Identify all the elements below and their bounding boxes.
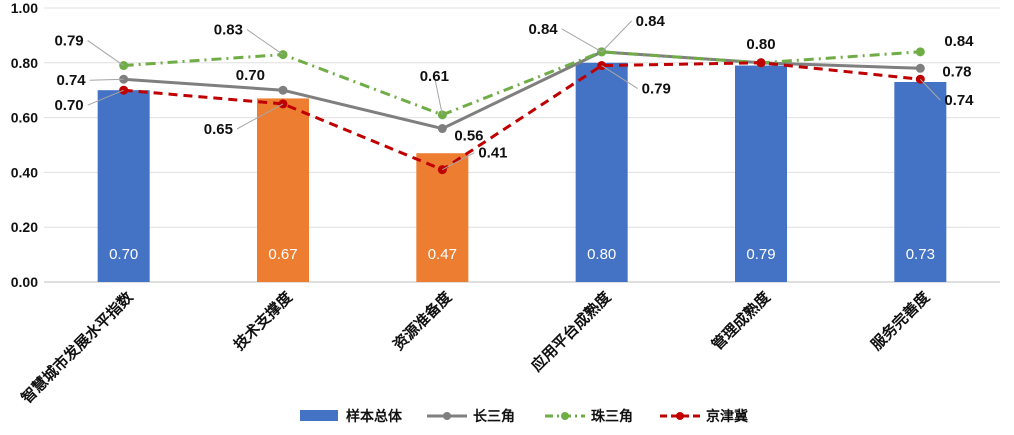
leader-line xyxy=(561,28,602,53)
series-point xyxy=(756,58,766,68)
y-tick-label: 0.60 xyxy=(11,110,38,126)
category-label: 资源准备度 xyxy=(389,287,455,353)
series-point xyxy=(915,47,925,57)
y-tick-label: 1.00 xyxy=(11,0,38,16)
bar xyxy=(575,62,628,282)
line-value-label: 0.74 xyxy=(56,72,86,89)
legend-marker xyxy=(561,412,569,420)
line-value-label: 0.79 xyxy=(642,81,671,98)
bar xyxy=(416,153,469,282)
category-label: 智慧城市发展水平指数 xyxy=(18,287,138,407)
line-value-label: 0.56 xyxy=(454,128,483,145)
bar-value-label: 0.80 xyxy=(587,246,616,263)
bar-value-label: 0.70 xyxy=(109,246,138,263)
category-label: 技术支撑度 xyxy=(230,287,296,353)
bar xyxy=(735,65,787,282)
series-point xyxy=(915,63,925,73)
category-label: 服务完善度 xyxy=(867,287,933,353)
grid-lines xyxy=(44,7,1000,283)
line-value-label: 0.65 xyxy=(204,121,233,138)
line-value-label: 0.78 xyxy=(942,63,971,80)
y-tick-label: 0.00 xyxy=(11,274,38,290)
series-line xyxy=(123,61,921,172)
y-tick-label: 0.80 xyxy=(11,55,38,71)
line-value-label: 0.80 xyxy=(746,36,775,53)
leader-line xyxy=(236,103,284,130)
leader-line xyxy=(89,78,124,81)
bar xyxy=(257,98,309,282)
legend-marker xyxy=(676,412,684,420)
leader-line xyxy=(601,20,633,53)
line-value-label: 0.83 xyxy=(214,22,243,39)
line-value-label: 0.84 xyxy=(944,33,974,50)
y-tick-label: 0.40 xyxy=(11,164,38,180)
bar-value-label: 0.47 xyxy=(428,246,457,263)
leader-line xyxy=(87,40,124,66)
line-value-label: 0.61 xyxy=(420,68,449,85)
leader-line xyxy=(433,75,443,115)
legend-marker xyxy=(443,412,451,420)
legend-label: 长三角 xyxy=(473,408,515,424)
line-value-label: 0.84 xyxy=(528,21,558,38)
line-value-label: 0.41 xyxy=(478,145,507,162)
x-axis-categories: 智慧城市发展水平指数 技术支撑度 资源准备度 应用平台成熟度 管理成熟度 服务完善度 xyxy=(18,287,934,407)
data-labels: 0.70 0.67 0.47 0.80 0.79 0.73 0.74 0.70 0.56 0.84… xyxy=(54,13,974,263)
leader-line xyxy=(919,78,941,101)
leader-line xyxy=(246,29,284,55)
legend-label: 珠三角 xyxy=(591,408,633,424)
line-value-label: 0.74 xyxy=(944,92,974,109)
bar-value-label: 0.73 xyxy=(906,246,935,263)
bar xyxy=(97,90,150,282)
bar xyxy=(894,81,947,282)
bar-value-label: 0.67 xyxy=(268,246,297,263)
line-value-label: 0.79 xyxy=(54,33,83,50)
line-value-label: 0.70 xyxy=(54,97,83,114)
category-label: 管理成熟度 xyxy=(708,287,774,353)
series-point xyxy=(278,85,288,95)
y-axis-ticks: 0.00 0.20 0.40 0.60 0.80 1.00 xyxy=(11,0,38,290)
leader-line xyxy=(87,89,124,106)
y-tick-label: 0.20 xyxy=(11,219,38,235)
series-line xyxy=(123,50,921,131)
line-value-label: 0.70 xyxy=(236,67,265,84)
category-label: 应用平台成熟度 xyxy=(528,287,616,375)
leader-line xyxy=(442,152,475,171)
bar-value-label: 0.79 xyxy=(746,246,775,263)
legend-label: 京津冀 xyxy=(706,408,748,424)
bar-series xyxy=(97,62,947,282)
series-line xyxy=(123,50,921,117)
series-point xyxy=(437,124,447,134)
legend: 样本总体 长三角 珠三角 京津冀 xyxy=(300,408,748,424)
line-series xyxy=(119,47,925,175)
leader-line xyxy=(601,65,638,89)
legend-label: 样本总体 xyxy=(346,408,403,424)
line-value-label: 0.84 xyxy=(636,13,666,30)
legend-swatch xyxy=(300,410,338,421)
label-leader-lines xyxy=(87,20,941,171)
